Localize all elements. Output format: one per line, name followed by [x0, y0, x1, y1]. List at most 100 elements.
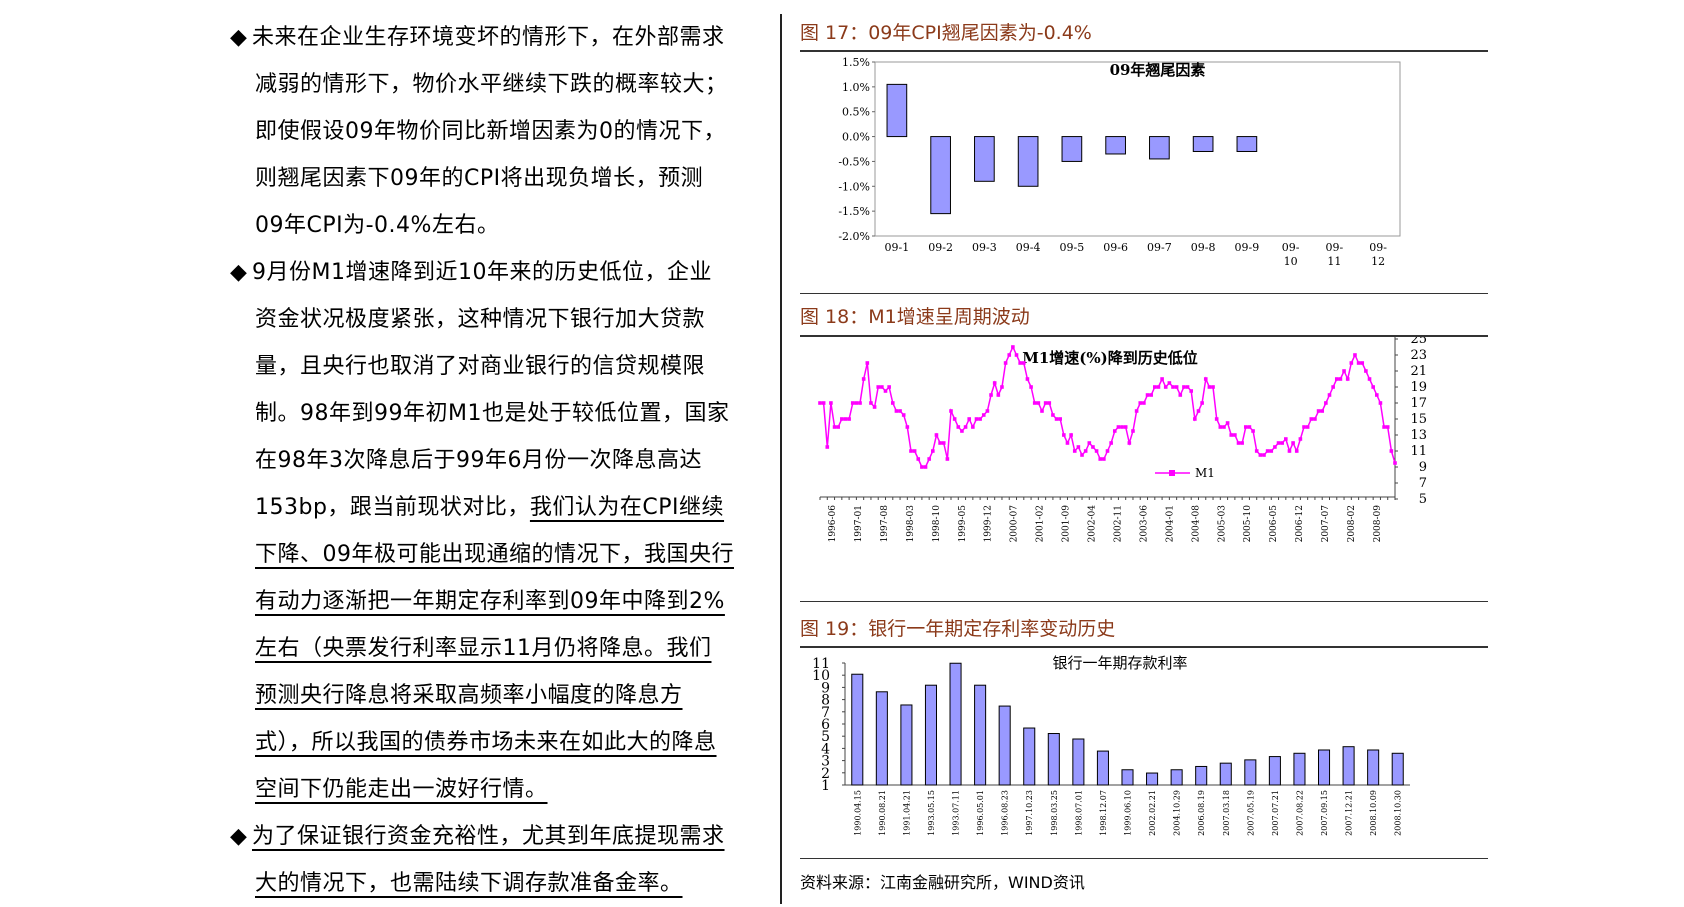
m1-point: [1000, 385, 1004, 389]
bar: [1219, 762, 1232, 786]
x-tick-label: 1993.07.11: [952, 790, 961, 836]
bar: [1244, 759, 1257, 786]
y-tick-label: 2: [821, 766, 830, 782]
underlined-text: 大的情况下，也需陆续下调存款准备金率。: [255, 871, 683, 896]
m1-point: [1109, 441, 1113, 445]
underlined-text: 预测央行降息将采取高频率小幅度的降息方: [255, 683, 683, 708]
m1-point: [1142, 401, 1146, 405]
underlined-text: 左右（央票发行利率显示11月仍将降息。我们: [255, 636, 712, 661]
m1-point: [963, 425, 968, 429]
paragraph-line-wrap: 式），所以我国的债券市场未来在如此大的降息: [230, 719, 760, 766]
m1-point: [1200, 401, 1204, 405]
m1-point: [1003, 361, 1008, 365]
x-tick-label: 2003-06: [1139, 505, 1149, 543]
m1-point: [992, 381, 997, 385]
m1-point: [1102, 457, 1106, 461]
m1-point: [905, 425, 910, 429]
data-source: 资料来源：江南金融研究所，WIND资讯: [800, 873, 1085, 892]
m1-point: [1185, 385, 1190, 389]
y-tick-label: 1: [821, 778, 830, 794]
m1-point: [1327, 393, 1332, 397]
paragraph-line: 9月份M1增速降到近10年来的历史低位，企业: [252, 260, 712, 285]
x-tick-label: 2005-03: [1217, 505, 1227, 543]
x-tick-label: 09-6: [1103, 241, 1128, 254]
underlined-text: 我们认为在CPI继续: [529, 495, 725, 520]
figure-18-top-rule: [800, 335, 1488, 337]
m1-point: [1127, 441, 1132, 445]
m1-point: [1065, 441, 1070, 445]
bar: [1072, 738, 1085, 786]
m1-point: [861, 377, 866, 381]
x-tick-label: 1999.06.10: [1124, 790, 1133, 836]
m1-point: [818, 401, 822, 405]
m1-point: [843, 417, 848, 421]
underlined-text: 式），所以我国的债券市场未来在如此大的降息: [255, 730, 717, 755]
m1-point: [1385, 425, 1390, 429]
m1-point: [989, 393, 993, 397]
paragraph-3: ◆ 为了保证银行资金充裕性，尤其到年底提现需求 大的情况下，也需陆续下调存款准备金…: [230, 813, 760, 907]
bar: [930, 136, 951, 215]
m1-point: [956, 425, 961, 429]
m1-point: [1018, 361, 1022, 365]
bar: [1293, 752, 1306, 786]
paragraph-line-wrap: 下降、09年极可能出现通缩的情况下，我国央行: [230, 531, 760, 578]
x-tick-label: 2008-09: [1373, 505, 1383, 543]
m1-point: [1153, 385, 1157, 389]
m1-point: [960, 429, 964, 433]
m1-point: [1080, 453, 1084, 457]
paragraph-line-mixed: 153bp，跟当前现状对比，我们认为在CPI继续: [230, 484, 760, 531]
m1-point: [945, 457, 950, 461]
bullet-icon: ◆: [230, 260, 248, 285]
m1-point: [1247, 425, 1252, 429]
x-tick-label: 2008-02: [1347, 505, 1357, 542]
bar: [1146, 772, 1159, 786]
m1-point: [1036, 401, 1041, 405]
x-tick-label: 2007.12.21: [1345, 790, 1354, 836]
x-tick-label: 1991.04.21: [902, 790, 911, 836]
m1-point: [1251, 429, 1255, 433]
x-tick-label: 11: [1327, 255, 1341, 268]
legend-marker: [1169, 470, 1175, 476]
m1-point: [887, 385, 891, 389]
m1-point: [1320, 409, 1325, 413]
bar: [998, 705, 1011, 786]
m1-point: [869, 401, 873, 405]
paragraph-line-wrap: 预测央行降息将采取高频率小幅度的降息方: [230, 672, 760, 719]
bar: [1391, 752, 1404, 786]
m1-point: [1131, 429, 1135, 433]
m1-point: [912, 449, 917, 453]
paragraph-line-wrap: 大的情况下，也需陆续下调存款准备金率。: [230, 860, 760, 907]
m1-point: [1298, 437, 1303, 441]
x-tick-label: 2001-09: [1062, 505, 1072, 543]
m1-point: [1174, 385, 1179, 389]
m1-point: [1171, 385, 1175, 389]
m1-point: [952, 417, 957, 421]
bar: [1192, 136, 1214, 152]
bar: [1047, 733, 1060, 786]
m1-point: [920, 465, 924, 469]
x-tick-label: 2007.08.22: [1295, 790, 1304, 836]
figure-17-bottom-rule: [800, 293, 1488, 294]
m1-point: [934, 433, 939, 437]
m1-point: [1083, 449, 1088, 453]
m1-point: [1094, 449, 1099, 453]
m1-point: [981, 413, 986, 417]
x-tick-label: 2001-02: [1036, 505, 1046, 542]
m1-point: [1167, 381, 1172, 385]
x-tick-label: 2002-04: [1088, 505, 1098, 543]
m1-point: [850, 401, 855, 405]
m1-point: [901, 413, 906, 417]
m1-point: [1203, 377, 1208, 381]
x-tick-label: 1996-06: [828, 505, 838, 543]
x-tick-label: 1998-10: [932, 505, 942, 543]
x-tick-label: 2007.03.18: [1222, 790, 1231, 836]
article-text: ◆ 未来在企业生存环境变坏的情形下，在外部需求 减弱的情形下，物价水平继续下跌的概…: [230, 14, 760, 907]
x-tick-label: 1996.05.01: [976, 790, 985, 836]
paragraph-line: 量，且央行也取消了对商业银行的信贷规模限: [255, 354, 706, 379]
m1-point: [1029, 385, 1033, 389]
m1-point: [1054, 417, 1059, 421]
m1-point: [1294, 449, 1299, 453]
m1-point: [840, 417, 844, 421]
m1-point: [898, 409, 902, 413]
x-tick-label: 1993.05.15: [927, 790, 936, 836]
